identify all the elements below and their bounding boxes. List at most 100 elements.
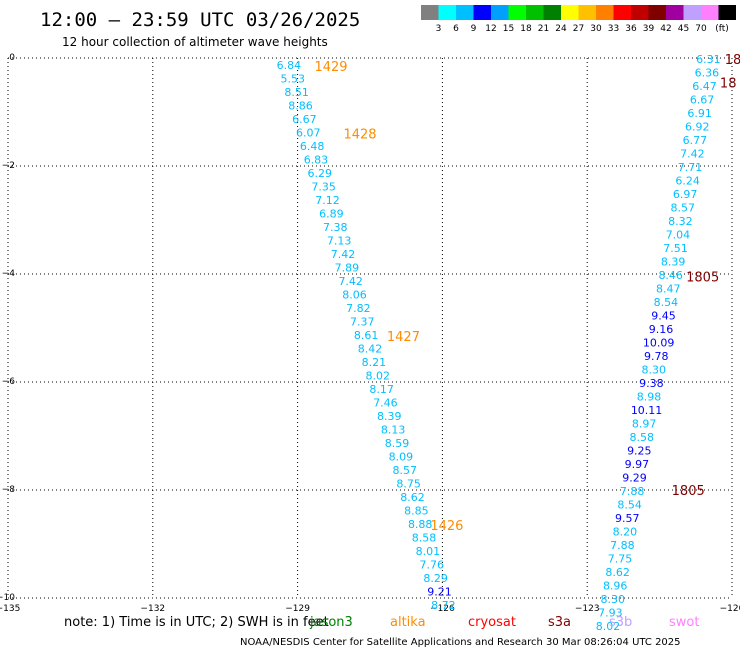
data-point-label: 6.91 [687, 107, 712, 120]
color-swatch [456, 5, 474, 20]
data-points: 6.845.538.518.866.676.076.486.836.297.35… [277, 53, 721, 633]
color-swatch [631, 5, 649, 20]
data-point-label: 10.09 [643, 337, 675, 350]
data-point-label: 9.97 [625, 458, 650, 471]
color-swatch [491, 5, 509, 20]
credit-line: NOAA/NESDIS Center for Satellite Applica… [240, 637, 681, 648]
data-point-label: 7.42 [338, 275, 363, 288]
data-point-label: 7.51 [663, 242, 688, 255]
data-point-label: 6.89 [319, 208, 344, 221]
color-swatch [648, 5, 666, 20]
color-scale-label: 27 [573, 24, 584, 34]
data-point-label: 8.42 [358, 343, 383, 356]
data-point-label: 8.75 [396, 478, 421, 491]
data-point-label: 8.97 [632, 418, 657, 431]
x-tick-label: −129 [285, 604, 310, 614]
satellite-legend-cryosat: cryosat [468, 615, 516, 630]
satellite-legend-swot: swot [669, 615, 699, 630]
color-swatch [596, 5, 614, 20]
y-tick-label: −8 [2, 485, 16, 495]
color-swatch [438, 5, 456, 20]
color-swatch [578, 5, 596, 20]
data-point-label: 9.16 [649, 323, 674, 336]
data-point-label: 8.85 [404, 505, 429, 518]
data-point-label: 6.48 [300, 140, 325, 153]
color-scale-unit: (ft) [715, 24, 729, 34]
color-swatch [526, 5, 544, 20]
y-tick-label: −10 [0, 593, 15, 603]
data-point-label: 8.57 [671, 202, 696, 215]
color-scale-label: 42 [660, 24, 671, 34]
data-point-label: 8.86 [288, 100, 313, 113]
data-point-label: 7.89 [335, 262, 360, 275]
data-point-label: 6.92 [685, 121, 710, 134]
data-point-label: 6.31 [696, 53, 721, 66]
track-time-label: 1426 [430, 519, 463, 534]
y-tick-label: −4 [2, 269, 16, 279]
data-point-label: 7.88 [620, 485, 645, 498]
data-point-label: 7.35 [311, 181, 336, 194]
data-point-label: 9.25 [627, 445, 652, 458]
color-scale-label: 39 [643, 24, 655, 34]
data-point-label: 8.88 [408, 518, 433, 531]
data-point-label: 8.58 [412, 532, 437, 545]
data-point-label: 8.51 [284, 86, 309, 99]
data-point-label: 9.29 [622, 472, 647, 485]
data-point-label: 8.62 [605, 566, 630, 579]
grid [7, 57, 733, 599]
data-point-label: 7.42 [680, 148, 705, 161]
data-point-label: 8.54 [617, 499, 642, 512]
data-point-label: 6.67 [690, 94, 715, 107]
y-tick-label: 0 [9, 53, 15, 63]
data-point-label: 5.53 [281, 73, 306, 86]
y-tick-label: −6 [2, 377, 16, 387]
data-point-label: 8.47 [656, 283, 681, 296]
color-scale-label: 30 [590, 24, 602, 34]
data-point-label: 6.29 [308, 167, 333, 180]
color-swatch [561, 5, 579, 20]
data-point-label: 8.57 [393, 464, 418, 477]
color-scale-label: 15 [503, 24, 514, 34]
color-scale-label: 36 [625, 24, 637, 34]
color-scale-label: 45 [678, 24, 689, 34]
color-scale-label: 18 [520, 24, 532, 34]
data-point-label: 7.13 [327, 235, 352, 248]
data-point-label: 8.54 [654, 296, 679, 309]
data-point-label: 8.32 [668, 215, 693, 228]
data-point-label: 7.93 [598, 607, 623, 620]
data-point-label: 6.84 [277, 59, 302, 72]
track-time-label: 18 [720, 76, 737, 91]
track-time-label: 1428 [343, 128, 376, 143]
color-scale-label: 21 [538, 24, 549, 34]
data-point-label: 8.30 [601, 593, 626, 606]
color-scale-label: 33 [608, 24, 619, 34]
color-scale-label: 3 [436, 24, 442, 34]
data-point-label: 8.02 [365, 370, 390, 383]
data-point-label: 8.46 [658, 269, 683, 282]
data-point-label: 9.57 [615, 512, 640, 525]
track-time-label: 1429 [314, 60, 347, 75]
data-point-label: 7.88 [610, 539, 635, 552]
data-point-label: 8.62 [400, 491, 425, 504]
data-point-label: 6.47 [692, 80, 717, 93]
data-point-label: 7.12 [315, 194, 340, 207]
data-point-label: 8.06 [342, 289, 367, 302]
track-time-label: 18 [725, 53, 740, 68]
data-point-label: 7.82 [346, 302, 371, 315]
data-point-label: 9.38 [639, 377, 664, 390]
color-swatch [473, 5, 491, 20]
satellite-legend-s3a: s3a [548, 615, 571, 630]
data-point-label: 9.21 [427, 586, 452, 599]
data-point-label: 6.36 [695, 67, 720, 80]
color-swatch [543, 5, 561, 20]
color-scale-legend: 3 6 9 12 15 18 21 24 27 30 33 36 39 42 45 70 (ft) [421, 5, 736, 34]
color-scale-label: 24 [555, 24, 567, 34]
data-point-label: 8.13 [381, 424, 406, 437]
data-point-label: 8.98 [637, 391, 662, 404]
data-point-label: 7.75 [608, 553, 633, 566]
data-point-label: 9.78 [644, 350, 669, 363]
x-tick-label: −126 [430, 604, 455, 614]
data-point-label: 7.42 [331, 248, 356, 261]
data-point-label: 8.21 [362, 356, 387, 369]
